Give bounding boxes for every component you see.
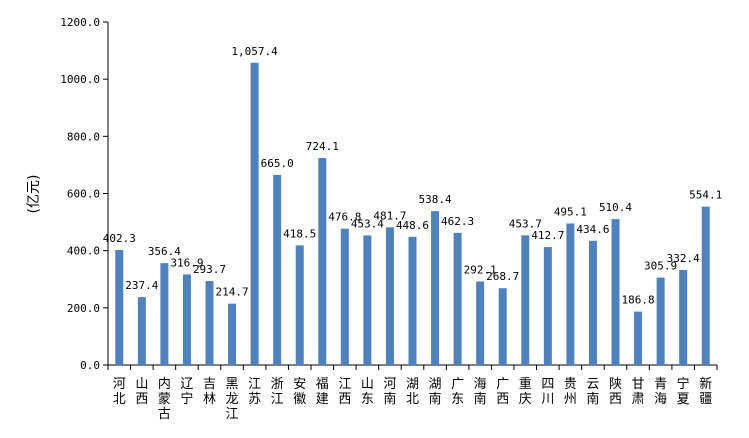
category-label: 辽宁 [180, 377, 193, 407]
bar-value-label: 237.4 [125, 279, 158, 292]
bar-value-label: 510.4 [599, 201, 632, 214]
bar [160, 263, 169, 365]
category-label: 黑龙江 [226, 377, 239, 422]
bar [588, 240, 597, 365]
bar-value-label: 418.5 [283, 227, 316, 240]
bar-value-label: 268.7 [486, 270, 519, 283]
bar [476, 281, 485, 365]
y-tick-label: 0.0 [80, 359, 100, 372]
category-label: 四川 [541, 377, 554, 407]
bar-value-label: 665.0 [261, 157, 294, 170]
x-axis [107, 364, 718, 370]
y-tick-label: 1200.0 [60, 16, 100, 29]
bar-value-label: 481.7 [373, 209, 406, 222]
bar-value-label: 724.1 [306, 140, 339, 153]
category-label: 海南 [474, 377, 487, 407]
bar-value-label: 402.3 [103, 232, 136, 245]
category-label: 广西 [496, 377, 509, 407]
bar-value-label: 305.9 [644, 260, 677, 273]
category-label: 内蒙古 [158, 376, 171, 422]
category-label: 广东 [451, 377, 464, 407]
category-label: 陕西 [609, 377, 622, 407]
bar [611, 219, 620, 365]
y-tick-label: 600.0 [67, 188, 100, 201]
y-tick-label: 800.0 [67, 130, 100, 143]
category-label: 云南 [586, 377, 599, 407]
category-label: 宁夏 [677, 376, 690, 407]
category-label: 甘肃 [632, 377, 645, 407]
bar [679, 269, 688, 365]
category-label: 河南 [383, 377, 396, 407]
bar [115, 250, 124, 365]
bar-value-label: 332.4 [667, 252, 700, 265]
bar-value-label: 554.1 [689, 189, 722, 202]
y-tick-label: 400.0 [67, 245, 100, 258]
bar [431, 211, 440, 365]
bar [385, 227, 394, 365]
bar [453, 232, 462, 365]
bar-value-label: 495.1 [554, 205, 587, 218]
category-label: 山东 [361, 377, 374, 407]
category-label: 新疆 [699, 376, 712, 407]
bar [656, 277, 665, 365]
category-label: 山西 [135, 377, 148, 407]
bar-value-label: 448.6 [396, 219, 429, 232]
bar [521, 235, 530, 365]
category-label: 湖北 [406, 377, 419, 407]
bar [295, 245, 304, 365]
bar [228, 303, 237, 365]
bar-value-label: 292.1 [464, 264, 497, 277]
category-label: 贵州 [564, 377, 577, 407]
bar-value-label: 1,057.4 [231, 45, 278, 58]
bar [543, 247, 552, 365]
bar-value-label: 538.4 [418, 193, 451, 206]
bar [363, 235, 372, 365]
category-label: 江西 [338, 377, 351, 407]
bar-value-label: 453.4 [351, 217, 384, 230]
bar [137, 297, 146, 365]
category-label: 吉林 [203, 377, 216, 407]
category-label: 河北 [113, 377, 126, 407]
bar [566, 223, 575, 365]
bar-value-label: 462.3 [441, 215, 474, 228]
bar [340, 228, 349, 365]
y-axis-title: (亿元) [26, 175, 42, 214]
bars [115, 62, 710, 366]
category-label: 湖南 [429, 377, 442, 407]
bar-value-label: 316.9 [170, 256, 203, 269]
bar-value-label: 186.8 [621, 294, 654, 307]
bar-value-label: 214.7 [215, 286, 248, 299]
category-label: 浙江 [271, 377, 284, 407]
bar [498, 288, 507, 365]
bar [182, 274, 191, 365]
bar [273, 174, 282, 365]
bar-value-label: 434.6 [576, 223, 609, 236]
bar [701, 206, 710, 365]
bar [205, 281, 214, 365]
y-tick-label: 200.0 [67, 302, 100, 315]
category-label: 安徽 [293, 377, 306, 407]
category-label: 江苏 [248, 377, 261, 407]
bar-value-label: 476.8 [328, 211, 361, 224]
bar [250, 62, 259, 366]
bar-value-label: 453.7 [509, 217, 542, 230]
category-label: 重庆 [519, 376, 532, 407]
bar [408, 236, 417, 365]
category-labels: 河北山西内蒙古辽宁吉林黑龙江江苏浙江安徽福建江西山东河南湖北湖南广东海南广西重庆… [113, 376, 712, 422]
y-tick-label: 1000.0 [60, 73, 100, 86]
bar [318, 158, 327, 365]
y-axis: 0.0 200.0 400.0 600.0 800.0 1000.0 1200.0 [60, 16, 109, 372]
bar-value-label: 356.4 [148, 245, 181, 258]
category-label: 青海 [654, 377, 667, 407]
category-label: 福建 [316, 377, 329, 407]
bar-value-label: 412.7 [531, 229, 564, 242]
bar [634, 311, 643, 365]
bar-value-label: 293.7 [193, 263, 226, 276]
